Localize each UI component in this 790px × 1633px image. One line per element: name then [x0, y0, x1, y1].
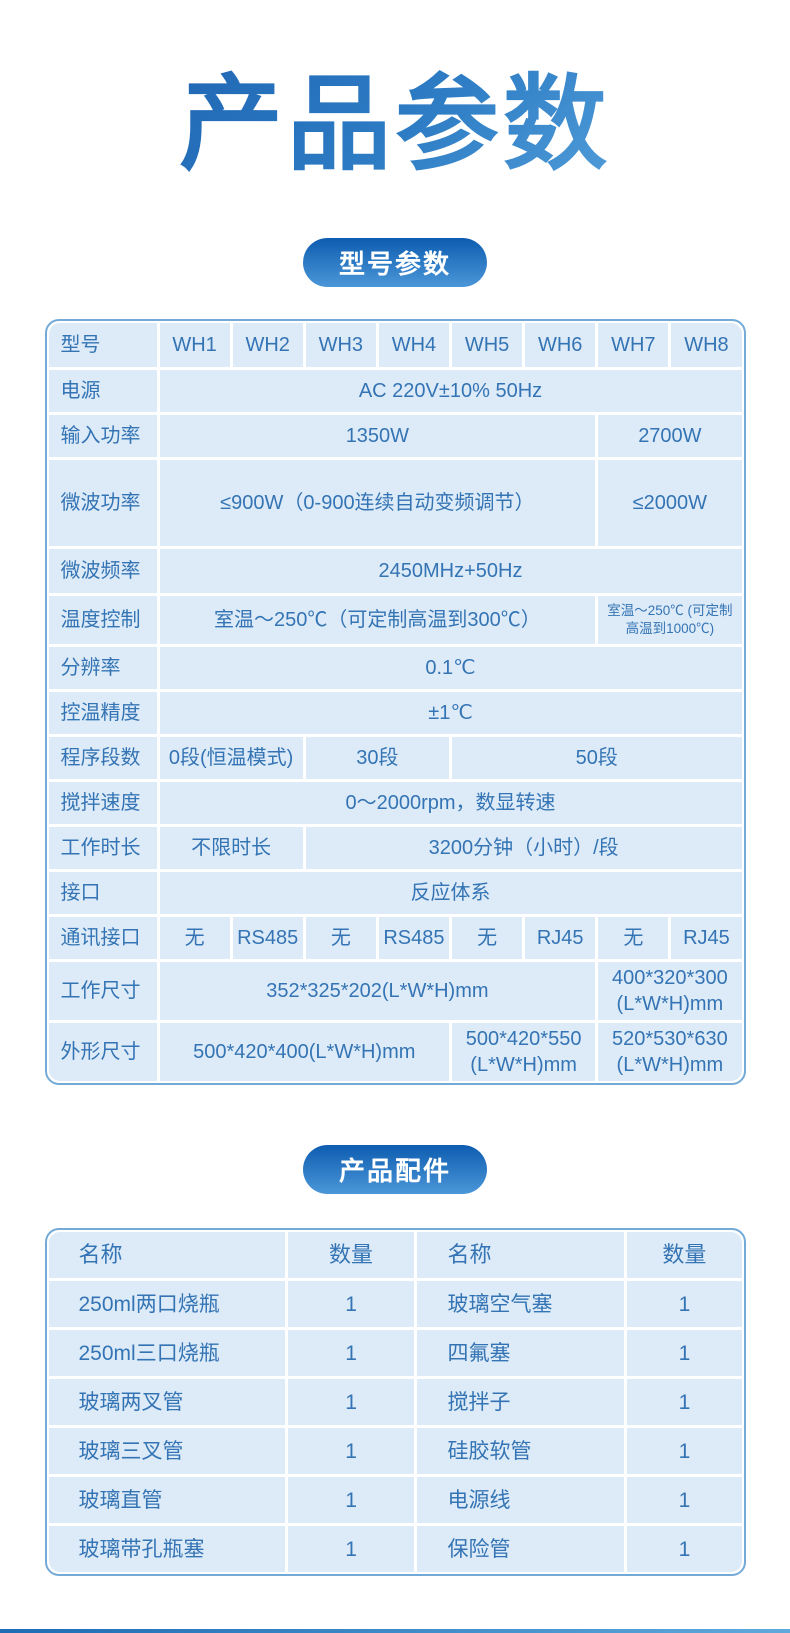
accessory-name-cell: 搅拌子 [417, 1379, 625, 1426]
bottom-divider [0, 1629, 790, 1633]
section-pill-accessories: 产品配件 [302, 1145, 487, 1195]
spec-value-cell: RS485 [378, 917, 449, 960]
spec-header-label: 型号 [48, 323, 157, 368]
spec-value-cell: ≤900W（0-900连续自动变频调节） [159, 460, 596, 547]
spec-row-label: 程序段数 [48, 737, 157, 780]
spec-value-cell: ±1℃ [159, 692, 742, 735]
accessory-qty-cell: 1 [627, 1330, 742, 1377]
page-title: 产品参数 [0, 0, 790, 180]
spec-value-cell: 室温～250℃（可定制高温到300℃） [159, 596, 596, 645]
spec-value-cell: 0段(恒温模式) [159, 737, 303, 780]
model-header-cell: WH3 [305, 323, 376, 368]
accessory-qty-cell: 1 [287, 1330, 415, 1377]
accessory-qty-cell: 1 [287, 1526, 415, 1573]
model-header-cell: WH1 [159, 323, 230, 368]
spec-value-cell: 无 [598, 917, 669, 960]
accessory-header-cell: 名称 [417, 1232, 625, 1279]
spec-value-cell: 3200分钟（小时）/段 [305, 827, 742, 870]
spec-value-cell: RJ45 [525, 917, 596, 960]
spec-value-cell: 0.1℃ [159, 647, 742, 690]
spec-value-cell: 352*325*202(L*W*H)mm [159, 962, 596, 1021]
spec-value-cell: 反应体系 [159, 872, 742, 915]
accessory-qty-cell: 1 [287, 1428, 415, 1475]
spec-value-cell: 无 [305, 917, 376, 960]
spec-row-label: 搅拌速度 [48, 782, 157, 825]
accessories-table: 名称 数量 名称 数量 250ml两口烧瓶 1 玻璃空气塞 1 250ml三口烧瓶 1 四氟塞 1 玻璃… [44, 1228, 746, 1577]
accessory-name-cell: 玻璃两叉管 [48, 1379, 285, 1426]
accessory-name-cell: 玻璃三叉管 [48, 1428, 285, 1475]
accessory-header-cell: 数量 [627, 1232, 742, 1279]
spec-value-cell: 无 [452, 917, 523, 960]
spec-table: 型号 WH1 WH2 WH3 WH4 WH5 WH6 WH7 WH8 电源 AC 220V±10% … [44, 319, 746, 1086]
spec-row-label: 外形尺寸 [48, 1023, 157, 1082]
accessory-qty-cell: 1 [627, 1281, 742, 1328]
accessory-name-cell: 250ml三口烧瓶 [48, 1330, 285, 1377]
spec-value-cell: AC 220V±10% 50Hz [159, 370, 742, 413]
accessory-qty-cell: 1 [287, 1477, 415, 1524]
model-header-cell: WH8 [671, 323, 742, 368]
spec-row-label: 控温精度 [48, 692, 157, 735]
section-pill-model-params: 型号参数 [302, 238, 487, 288]
spec-value-cell: 不限时长 [159, 827, 303, 870]
spec-row-label: 接口 [48, 872, 157, 915]
spec-row-label: 电源 [48, 370, 157, 413]
spec-row-label: 工作时长 [48, 827, 157, 870]
spec-value-cell: RS485 [232, 917, 303, 960]
accessory-name-cell: 四氟塞 [417, 1330, 625, 1377]
model-header-cell: WH5 [452, 323, 523, 368]
accessory-qty-cell: 1 [627, 1526, 742, 1573]
accessory-name-cell: 玻璃直管 [48, 1477, 285, 1524]
model-header-cell: WH7 [598, 323, 669, 368]
spec-value-cell: 50段 [452, 737, 742, 780]
accessory-name-cell: 250ml两口烧瓶 [48, 1281, 285, 1328]
accessory-name-cell: 硅胶软管 [417, 1428, 625, 1475]
spec-value-cell: 2700W [598, 415, 742, 458]
spec-value-cell: 500*420*400(L*W*H)mm [159, 1023, 449, 1082]
model-header-cell: WH6 [525, 323, 596, 368]
accessory-qty-cell: 1 [287, 1379, 415, 1426]
accessory-qty-cell: 1 [287, 1281, 415, 1328]
accessory-header-cell: 名称 [48, 1232, 285, 1279]
spec-value-cell: 30段 [305, 737, 449, 780]
accessory-name-cell: 保险管 [417, 1526, 625, 1573]
accessory-qty-cell: 1 [627, 1477, 742, 1524]
spec-row-label: 工作尺寸 [48, 962, 157, 1021]
model-header-cell: WH2 [232, 323, 303, 368]
accessory-header-cell: 数量 [287, 1232, 415, 1279]
spec-value-cell: 1350W [159, 415, 596, 458]
accessory-name-cell: 玻璃带孔瓶塞 [48, 1526, 285, 1573]
spec-value-cell: 2450MHz+50Hz [159, 549, 742, 594]
spec-row-label: 温度控制 [48, 596, 157, 645]
accessory-qty-cell: 1 [627, 1428, 742, 1475]
spec-row-label: 通讯接口 [48, 917, 157, 960]
spec-value-cell: 无 [159, 917, 230, 960]
accessory-name-cell: 玻璃空气塞 [417, 1281, 625, 1328]
spec-row-label: 微波频率 [48, 549, 157, 594]
spec-value-cell: 0～2000rpm，数显转速 [159, 782, 742, 825]
spec-row-label: 输入功率 [48, 415, 157, 458]
model-header-cell: WH4 [378, 323, 449, 368]
spec-value-cell: 520*530*630 (L*W*H)mm [598, 1023, 742, 1082]
spec-value-cell: RJ45 [671, 917, 742, 960]
spec-row-label: 分辨率 [48, 647, 157, 690]
spec-value-cell: ≤2000W [598, 460, 742, 547]
spec-value-cell: 400*320*300 (L*W*H)mm [598, 962, 742, 1021]
spec-value-cell: 室温～250℃ (可定制高温到1000℃) [598, 596, 742, 645]
spec-row-label: 微波功率 [48, 460, 157, 547]
accessory-qty-cell: 1 [627, 1379, 742, 1426]
accessory-name-cell: 电源线 [417, 1477, 625, 1524]
spec-value-cell: 500*420*550 (L*W*H)mm [452, 1023, 596, 1082]
